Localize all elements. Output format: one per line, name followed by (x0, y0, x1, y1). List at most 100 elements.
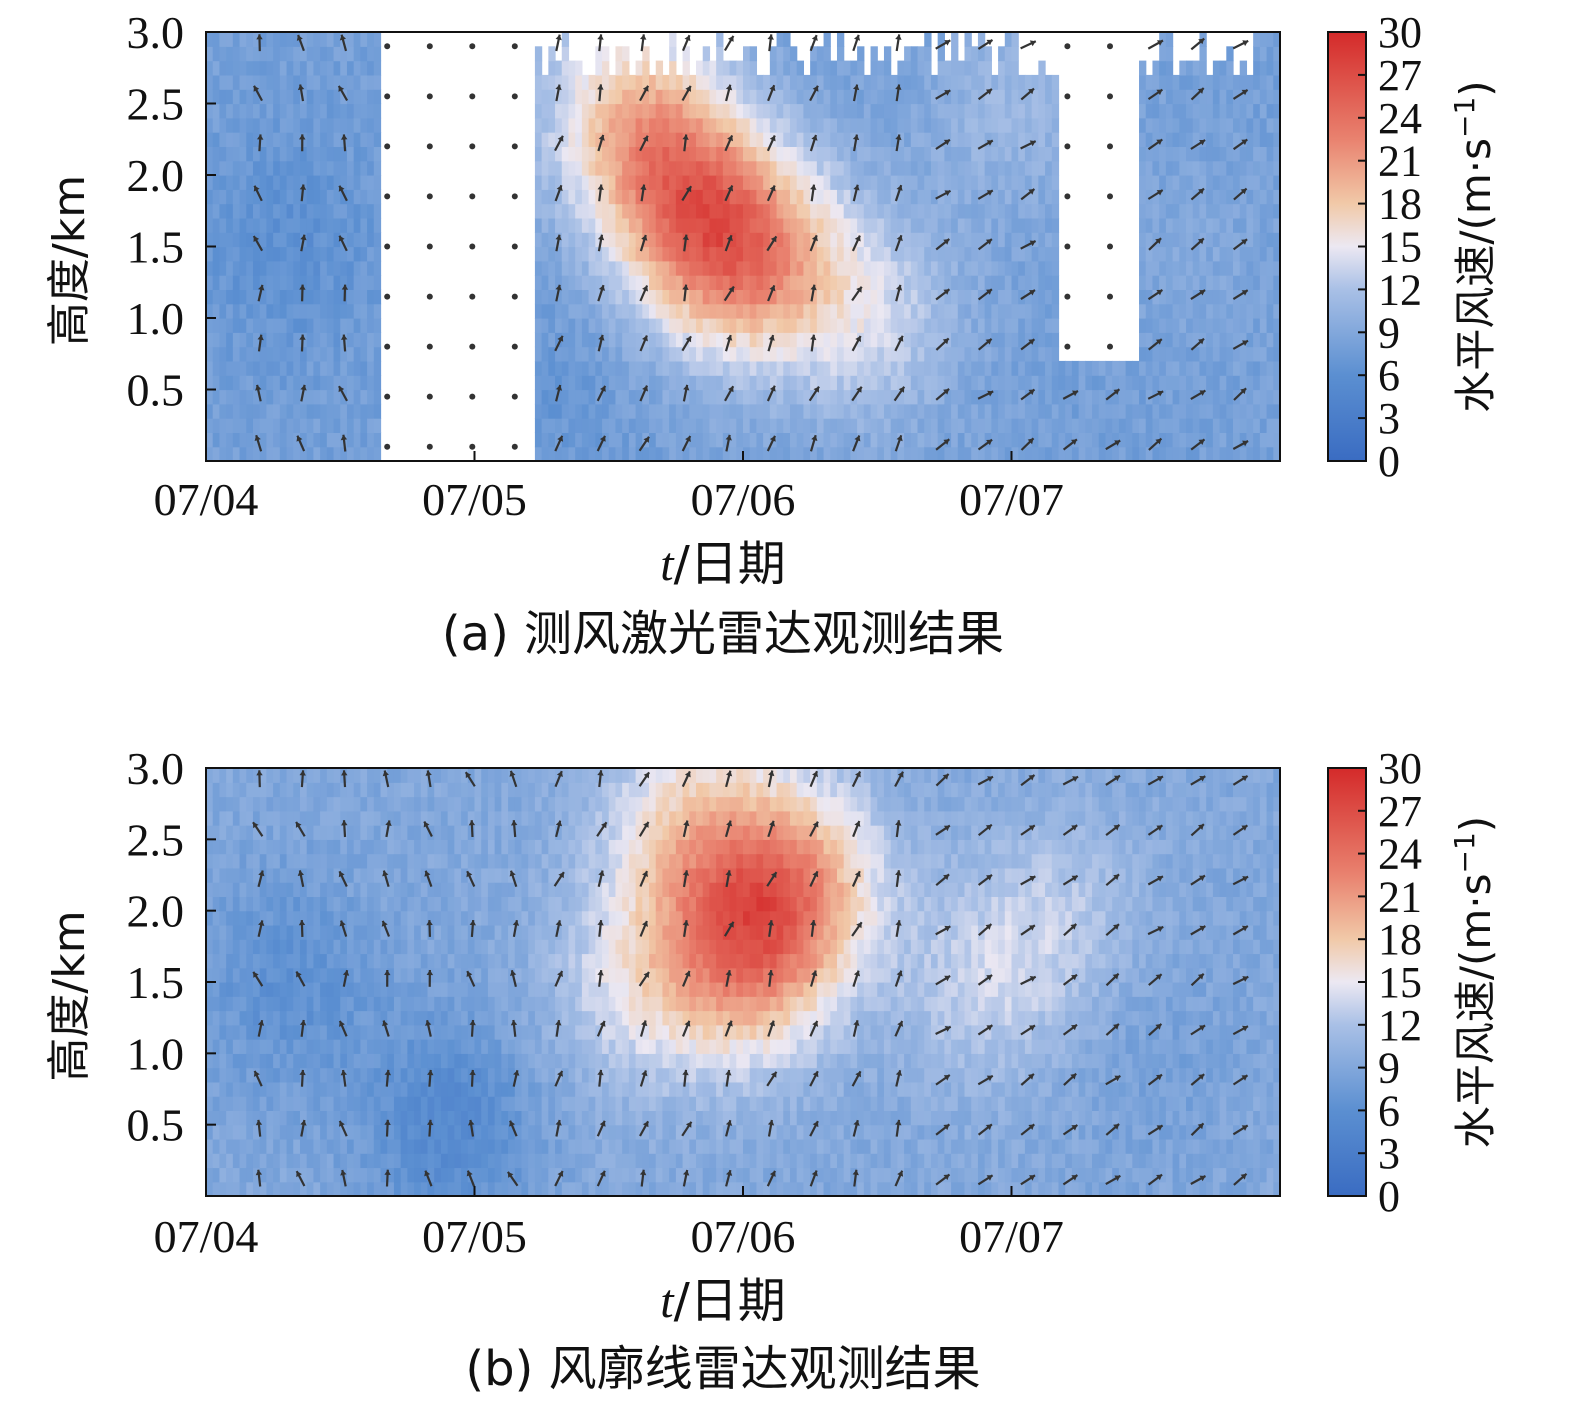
heat-cell (367, 346, 375, 362)
heat-cell (810, 418, 818, 433)
heat-cell (877, 132, 885, 147)
heat-cell (675, 346, 684, 362)
heat-cell (360, 46, 368, 62)
heat-cell (1226, 303, 1234, 319)
heat-cell (1004, 175, 1013, 190)
heat-cell (252, 825, 261, 840)
heat-cell (373, 982, 382, 997)
heat-cell (232, 1153, 241, 1169)
heat-cell (816, 332, 825, 348)
heat-cell (353, 1124, 361, 1140)
heat-cell (320, 446, 328, 461)
heat-cell (226, 853, 234, 869)
heat-cell (1051, 74, 1060, 90)
heat-cell (353, 1039, 361, 1054)
heat-cell (219, 403, 227, 419)
heat-cell (843, 303, 851, 319)
heat-cell (360, 810, 368, 826)
heat-cell (789, 117, 798, 133)
heat-cell (897, 375, 905, 391)
heat-cell (206, 810, 214, 826)
heat-cell (279, 953, 288, 969)
heat-cell (353, 796, 361, 812)
heat-cell (642, 146, 650, 162)
heat-cell (1219, 175, 1227, 190)
heat-cell (373, 60, 382, 76)
heat-cell (689, 318, 697, 333)
heat-cell (971, 160, 979, 176)
heat-cell (1212, 318, 1221, 333)
heat-cell (548, 375, 556, 391)
heat-cell (367, 996, 375, 1012)
heat-cell (541, 389, 549, 405)
heat-cell (333, 953, 341, 969)
heat-cell (776, 74, 784, 90)
heat-cell (313, 360, 321, 376)
heat-cell (259, 289, 268, 305)
heat-cell (1038, 432, 1046, 448)
heat-cell (1199, 117, 1207, 133)
heat-cell (1125, 375, 1133, 391)
heat-cell (581, 418, 590, 433)
heat-cell (259, 103, 268, 119)
heat-cell (333, 796, 341, 812)
heat-cell (326, 446, 335, 461)
heat-cell (588, 160, 596, 176)
heat-cell (555, 132, 563, 147)
wind-arrow (809, 434, 818, 452)
heat-cell (286, 1024, 294, 1040)
heat-cell (1253, 46, 1261, 62)
heat-cell (655, 418, 664, 433)
heat-cell (883, 432, 892, 448)
heat-cell (1239, 303, 1248, 319)
heat-cell (904, 289, 912, 305)
heat-cell (306, 1153, 314, 1169)
heat-cell (1145, 332, 1154, 348)
heat-cell (669, 232, 677, 248)
heat-cell (1145, 303, 1154, 319)
heat-cell (1186, 175, 1194, 190)
heat-cell (1246, 332, 1254, 348)
heat-cell (1226, 189, 1234, 205)
heat-cell (299, 867, 308, 883)
heat-cell (1159, 232, 1167, 248)
heat-cell (1219, 303, 1227, 319)
heat-cell (930, 403, 939, 419)
heat-cell (763, 260, 771, 276)
heat-cell (675, 403, 684, 419)
heat-cell (810, 275, 818, 290)
heat-cell (1246, 189, 1254, 205)
heat-cell (1192, 160, 1201, 176)
heat-cell (642, 175, 650, 190)
heat-cell (299, 60, 308, 76)
heat-cell (622, 117, 630, 133)
heat-cell (548, 289, 556, 305)
heat-cell (340, 896, 348, 912)
heat-cell (313, 853, 321, 869)
heat-cell (232, 1024, 241, 1040)
heat-cell (575, 146, 583, 162)
heat-cell (293, 896, 301, 912)
heat-cell (796, 446, 805, 461)
heat-cell (360, 232, 368, 248)
heat-cell (1078, 418, 1086, 433)
wind-arrow (1190, 139, 1206, 150)
heat-cell (702, 117, 711, 133)
heat-cell (206, 217, 214, 233)
heat-cell (212, 810, 221, 826)
heat-cell (796, 275, 805, 290)
heat-cell (897, 160, 905, 176)
heat-cell (635, 160, 643, 176)
heat-cell (400, 1081, 408, 1097)
heat-cell (313, 132, 321, 147)
heat-cell (1051, 246, 1060, 262)
heat-cell (1011, 403, 1019, 419)
heat-cell (769, 318, 778, 333)
heat-cell (944, 418, 952, 433)
heat-cell (857, 389, 865, 405)
heat-cell (293, 132, 301, 147)
heat-cell (1226, 360, 1234, 376)
heat-cell (1078, 375, 1086, 391)
heat-cell (326, 375, 335, 391)
heat-cell (259, 1124, 268, 1140)
